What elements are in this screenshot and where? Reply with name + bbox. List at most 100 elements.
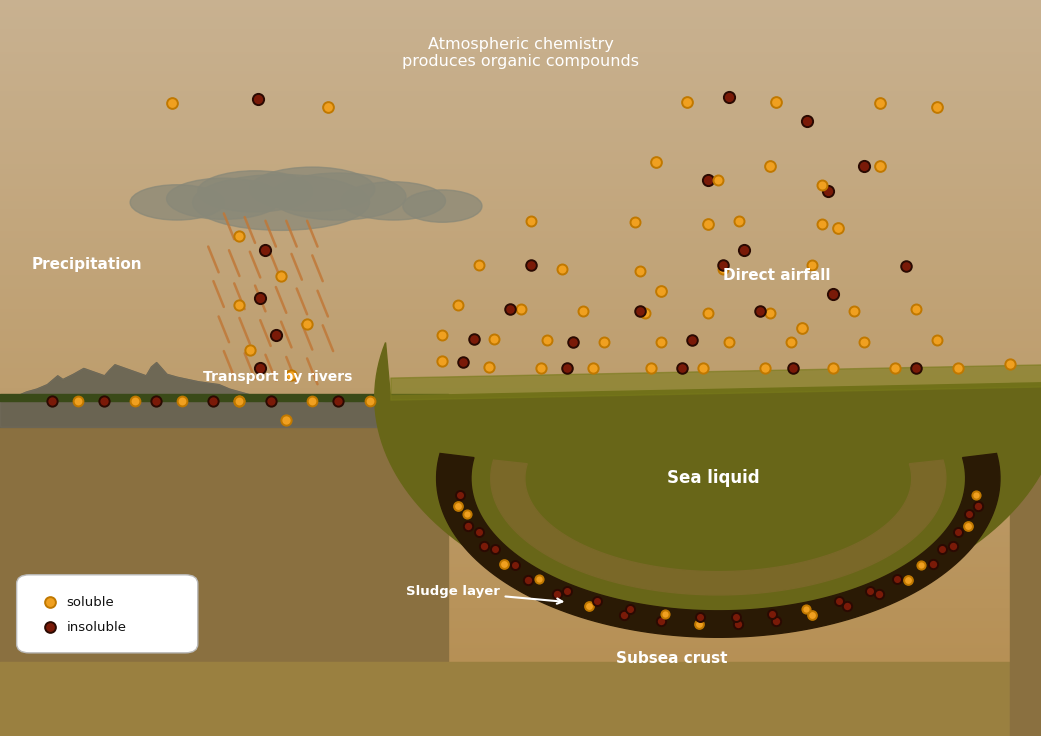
Text: Subsea crust: Subsea crust — [615, 651, 728, 666]
Bar — [0, 395, 1041, 397]
Bar — [0, 425, 1041, 427]
Bar — [0, 74, 1041, 76]
Point — [715, 259, 732, 271]
Bar — [0, 677, 1041, 679]
Bar — [0, 690, 1041, 692]
Bar — [0, 645, 1041, 648]
Point — [871, 588, 888, 600]
Bar — [0, 635, 1041, 638]
Point — [481, 361, 498, 372]
Point — [616, 609, 633, 620]
Bar — [0, 701, 1041, 704]
Point — [559, 586, 576, 598]
Bar — [0, 633, 1041, 635]
Bar — [0, 609, 1041, 611]
Point — [450, 300, 466, 311]
Bar — [0, 162, 1041, 164]
Bar — [0, 528, 1041, 530]
Bar — [0, 15, 1041, 17]
Bar — [0, 39, 1041, 42]
Bar — [0, 591, 1041, 594]
Point — [934, 543, 950, 555]
Ellipse shape — [198, 171, 312, 212]
Point — [163, 97, 180, 109]
Bar — [0, 17, 1041, 20]
Bar — [0, 694, 1041, 697]
Bar — [0, 611, 1041, 613]
Point — [549, 588, 565, 600]
Bar — [0, 344, 1041, 346]
Point — [648, 156, 664, 168]
Point — [455, 356, 472, 368]
Bar — [0, 449, 1041, 451]
Point — [471, 259, 487, 271]
Bar — [0, 704, 1041, 707]
Bar — [0, 675, 1041, 677]
Bar — [0, 171, 1041, 174]
Bar — [0, 216, 1041, 219]
Point — [496, 558, 512, 570]
Bar — [0, 405, 1041, 407]
Bar — [0, 57, 1041, 59]
Bar — [0, 184, 1041, 186]
Bar — [0, 729, 1041, 731]
Bar — [0, 116, 1041, 118]
Bar — [0, 86, 1041, 88]
Bar — [0, 631, 1041, 633]
Point — [637, 307, 654, 319]
Bar — [0, 208, 1041, 211]
Bar — [0, 353, 1041, 355]
Point — [692, 611, 709, 623]
Point — [42, 596, 58, 608]
Bar — [0, 606, 1041, 609]
Point — [674, 362, 690, 374]
Bar — [0, 108, 1041, 110]
Bar — [0, 442, 1041, 444]
Bar — [0, 258, 1041, 260]
Bar — [0, 660, 1041, 662]
Bar — [0, 245, 1041, 248]
Bar — [0, 471, 1041, 473]
Bar — [0, 375, 1041, 378]
Point — [231, 300, 248, 311]
Bar — [0, 466, 1041, 469]
Bar — [0, 5, 1041, 7]
Point — [856, 336, 872, 348]
Bar — [0, 542, 1041, 545]
Point — [361, 395, 378, 407]
Bar — [0, 640, 1041, 643]
Bar — [0, 537, 1041, 539]
Bar — [0, 554, 1041, 557]
Point — [250, 93, 266, 105]
Point — [949, 526, 966, 538]
Point — [889, 573, 906, 585]
Bar — [0, 24, 1041, 27]
Point — [793, 322, 810, 333]
Bar — [0, 243, 1041, 245]
Bar — [0, 648, 1041, 650]
Bar — [0, 285, 1041, 287]
Bar — [0, 628, 1041, 631]
Point — [520, 574, 537, 586]
Bar — [0, 643, 1041, 645]
Bar — [0, 81, 1041, 83]
Point — [728, 611, 744, 623]
Point — [736, 244, 753, 256]
Bar — [0, 355, 1041, 358]
Bar — [0, 589, 1041, 591]
Bar — [0, 626, 1041, 628]
Point — [785, 362, 802, 374]
Bar — [0, 182, 1041, 184]
Bar — [0, 569, 1041, 572]
Ellipse shape — [403, 190, 482, 222]
Bar — [0, 302, 1041, 304]
Bar — [0, 0, 1041, 2]
Bar — [0, 550, 1041, 552]
Bar — [0, 2, 1041, 5]
Point — [486, 543, 503, 555]
Bar — [0, 191, 1041, 194]
Bar — [0, 574, 1041, 576]
Point — [231, 395, 248, 407]
Point — [804, 259, 820, 271]
Bar — [0, 484, 1041, 486]
